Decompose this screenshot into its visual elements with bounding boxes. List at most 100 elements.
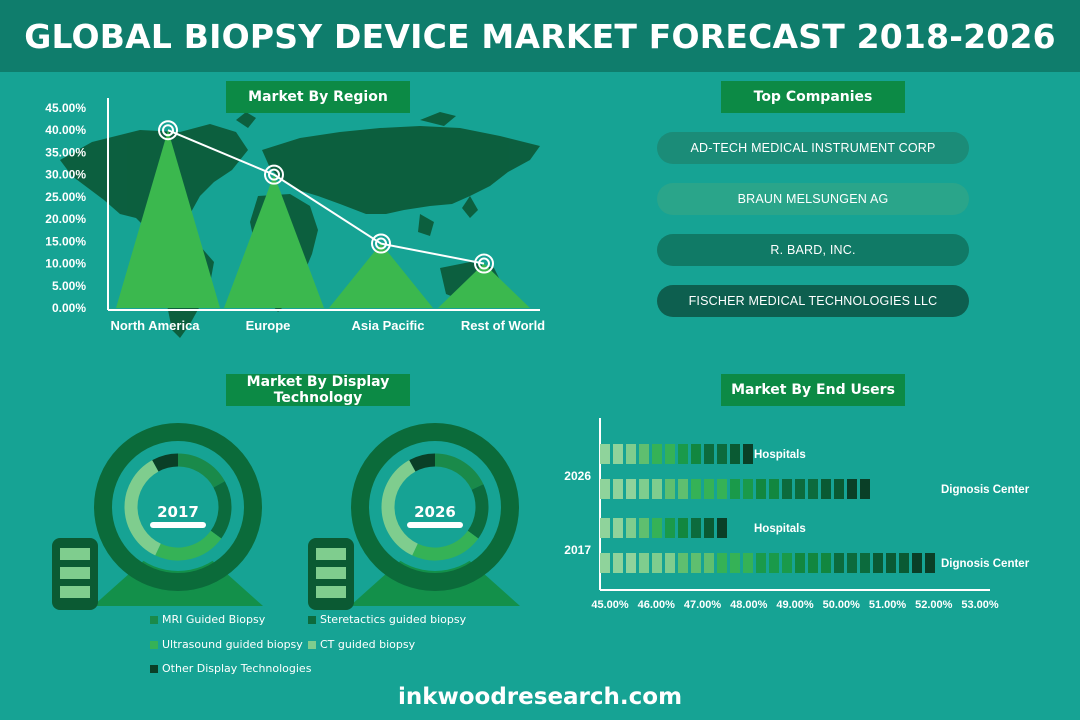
region-peak <box>224 174 324 308</box>
region-marker-inner <box>268 168 280 181</box>
display-technology-label: Market By Display Technology <box>226 374 410 406</box>
y-tick-label: 30.00% <box>45 168 86 182</box>
end-user-bar-segment <box>652 479 662 499</box>
end-user-bar-segment <box>691 444 701 464</box>
x-tick-label: Europe <box>246 318 291 333</box>
end-user-bar-segment <box>665 518 675 538</box>
end-user-bar-segment <box>717 518 727 538</box>
end-user-bar-segment <box>743 479 753 499</box>
end-user-bar-segment <box>730 479 740 499</box>
donut-segment <box>210 481 232 539</box>
end-user-group-label: 2026 <box>564 469 591 483</box>
legend-label: CT guided biopsy <box>320 638 416 651</box>
legend-item: Ultrasound guided biopsy <box>150 638 303 651</box>
end-user-bar-segment <box>756 553 766 573</box>
donut-segment <box>412 530 479 561</box>
legend-swatch <box>150 615 158 624</box>
legend-swatch <box>308 615 316 624</box>
end-user-bar-segment <box>886 553 896 573</box>
company-pill: BRAUN MELSUNGEN AG <box>657 183 969 215</box>
end-user-bar-segment <box>691 553 701 573</box>
company-pill: AD-TECH MEDICAL INSTRUMENT CORP <box>657 132 969 164</box>
end-users-label: Market By End Users <box>721 374 905 406</box>
end-user-bar-segment <box>769 479 779 499</box>
end-user-bar-segment <box>730 444 740 464</box>
x-tick-label: 52.00% <box>915 599 953 611</box>
end-user-bar-segment <box>626 479 636 499</box>
title-bar: GLOBAL BIOPSY DEVICE MARKET FORECAST 201… <box>0 0 1080 72</box>
end-user-bar-segment <box>691 479 701 499</box>
y-tick-labels: 45.00% 40.00% 35.00% 30.00% 25.00% 20.00% 15.0… <box>45 101 86 315</box>
legend-item: MRI Guided Biopsy <box>150 613 265 626</box>
region-marker-inner <box>478 257 490 270</box>
y-tick-label: 20.00% <box>45 212 86 226</box>
y-tick-label: 15.00% <box>45 234 86 248</box>
x-tick-label: Asia Pacific <box>352 318 425 333</box>
end-users-chart: 2026 Hospitals Dignosis Center 2017 Hospital… <box>564 418 1030 611</box>
stack-icon-slot <box>316 567 346 579</box>
companies-label: Top Companies <box>721 81 905 113</box>
end-user-bar-segment <box>639 479 649 499</box>
region-marker-inner <box>375 237 387 250</box>
display-technology-charts: 2017 2026 <box>52 423 520 610</box>
x-tick-labels: 45.00% 46.00% 47.00% 48.00% 49.00% 50.00% 51.0… <box>591 599 999 611</box>
company-pill: R. BARD, INC. <box>657 234 969 266</box>
stack-icon-slot <box>60 548 90 560</box>
region-markers <box>158 120 494 274</box>
end-user-bar-segment <box>678 518 688 538</box>
region-peaks <box>116 130 530 308</box>
stack-icon-slot <box>60 567 90 579</box>
donut-segment <box>409 453 436 472</box>
region-marker <box>474 253 494 274</box>
end-user-bar-segment <box>782 479 792 499</box>
end-user-bar-segment <box>717 444 727 464</box>
region-marker <box>264 164 284 185</box>
legend-item: CT guided biopsy <box>308 638 415 651</box>
end-user-bar-segment <box>704 518 714 538</box>
end-user-bar-segment <box>626 553 636 573</box>
x-tick-label: 49.00% <box>776 599 814 611</box>
x-tick-label: 48.00% <box>730 599 768 611</box>
end-user-bar-segment <box>600 553 610 573</box>
donut-year-label: 2026 <box>414 503 456 521</box>
end-user-bar-segment <box>704 444 714 464</box>
end-user-bar-segment <box>795 553 805 573</box>
end-user-bar-segment <box>639 553 649 573</box>
region-peak <box>438 263 530 308</box>
end-user-bar-segment <box>808 479 818 499</box>
end-user-bar-segment <box>613 479 623 499</box>
end-user-bar-segment <box>782 553 792 573</box>
end-user-bar-segment <box>925 553 935 573</box>
x-tick-label: 51.00% <box>869 599 907 611</box>
end-user-bar-segment <box>678 444 688 464</box>
x-tick-label: 53.00% <box>961 599 999 611</box>
end-user-bar-segment <box>639 444 649 464</box>
y-tick-label: 0.00% <box>52 301 86 315</box>
x-tick-label: 47.00% <box>684 599 722 611</box>
end-user-bar-segment <box>600 444 610 464</box>
end-user-bar-segment <box>717 553 727 573</box>
end-user-bar-segment <box>613 518 623 538</box>
x-tick-label: 45.00% <box>591 599 629 611</box>
end-user-bar-segment <box>834 479 844 499</box>
end-user-bar-segment <box>613 444 623 464</box>
x-tick-label: North America <box>110 318 200 333</box>
x-tick-label: 46.00% <box>638 599 676 611</box>
end-user-bar-segment <box>912 553 922 573</box>
donut-segment <box>434 453 484 491</box>
donut-year-bar <box>150 522 206 528</box>
end-user-bar-segment <box>756 479 766 499</box>
donut-year-bar <box>407 522 463 528</box>
y-tick-label: 40.00% <box>45 123 86 137</box>
end-user-bar-label: Hospitals <box>754 523 806 535</box>
end-user-bar-segment <box>665 444 675 464</box>
donut-segment <box>152 453 179 472</box>
end-user-bar-segment <box>899 553 909 573</box>
y-tick-label: 10.00% <box>45 257 86 271</box>
donut-segment <box>155 530 222 561</box>
end-user-bar-segment <box>678 553 688 573</box>
donut-segment <box>124 460 162 556</box>
legend-label: Ultrasound guided biopsy <box>162 638 303 651</box>
region-peak <box>329 243 433 308</box>
end-user-bar-segment <box>639 518 649 538</box>
